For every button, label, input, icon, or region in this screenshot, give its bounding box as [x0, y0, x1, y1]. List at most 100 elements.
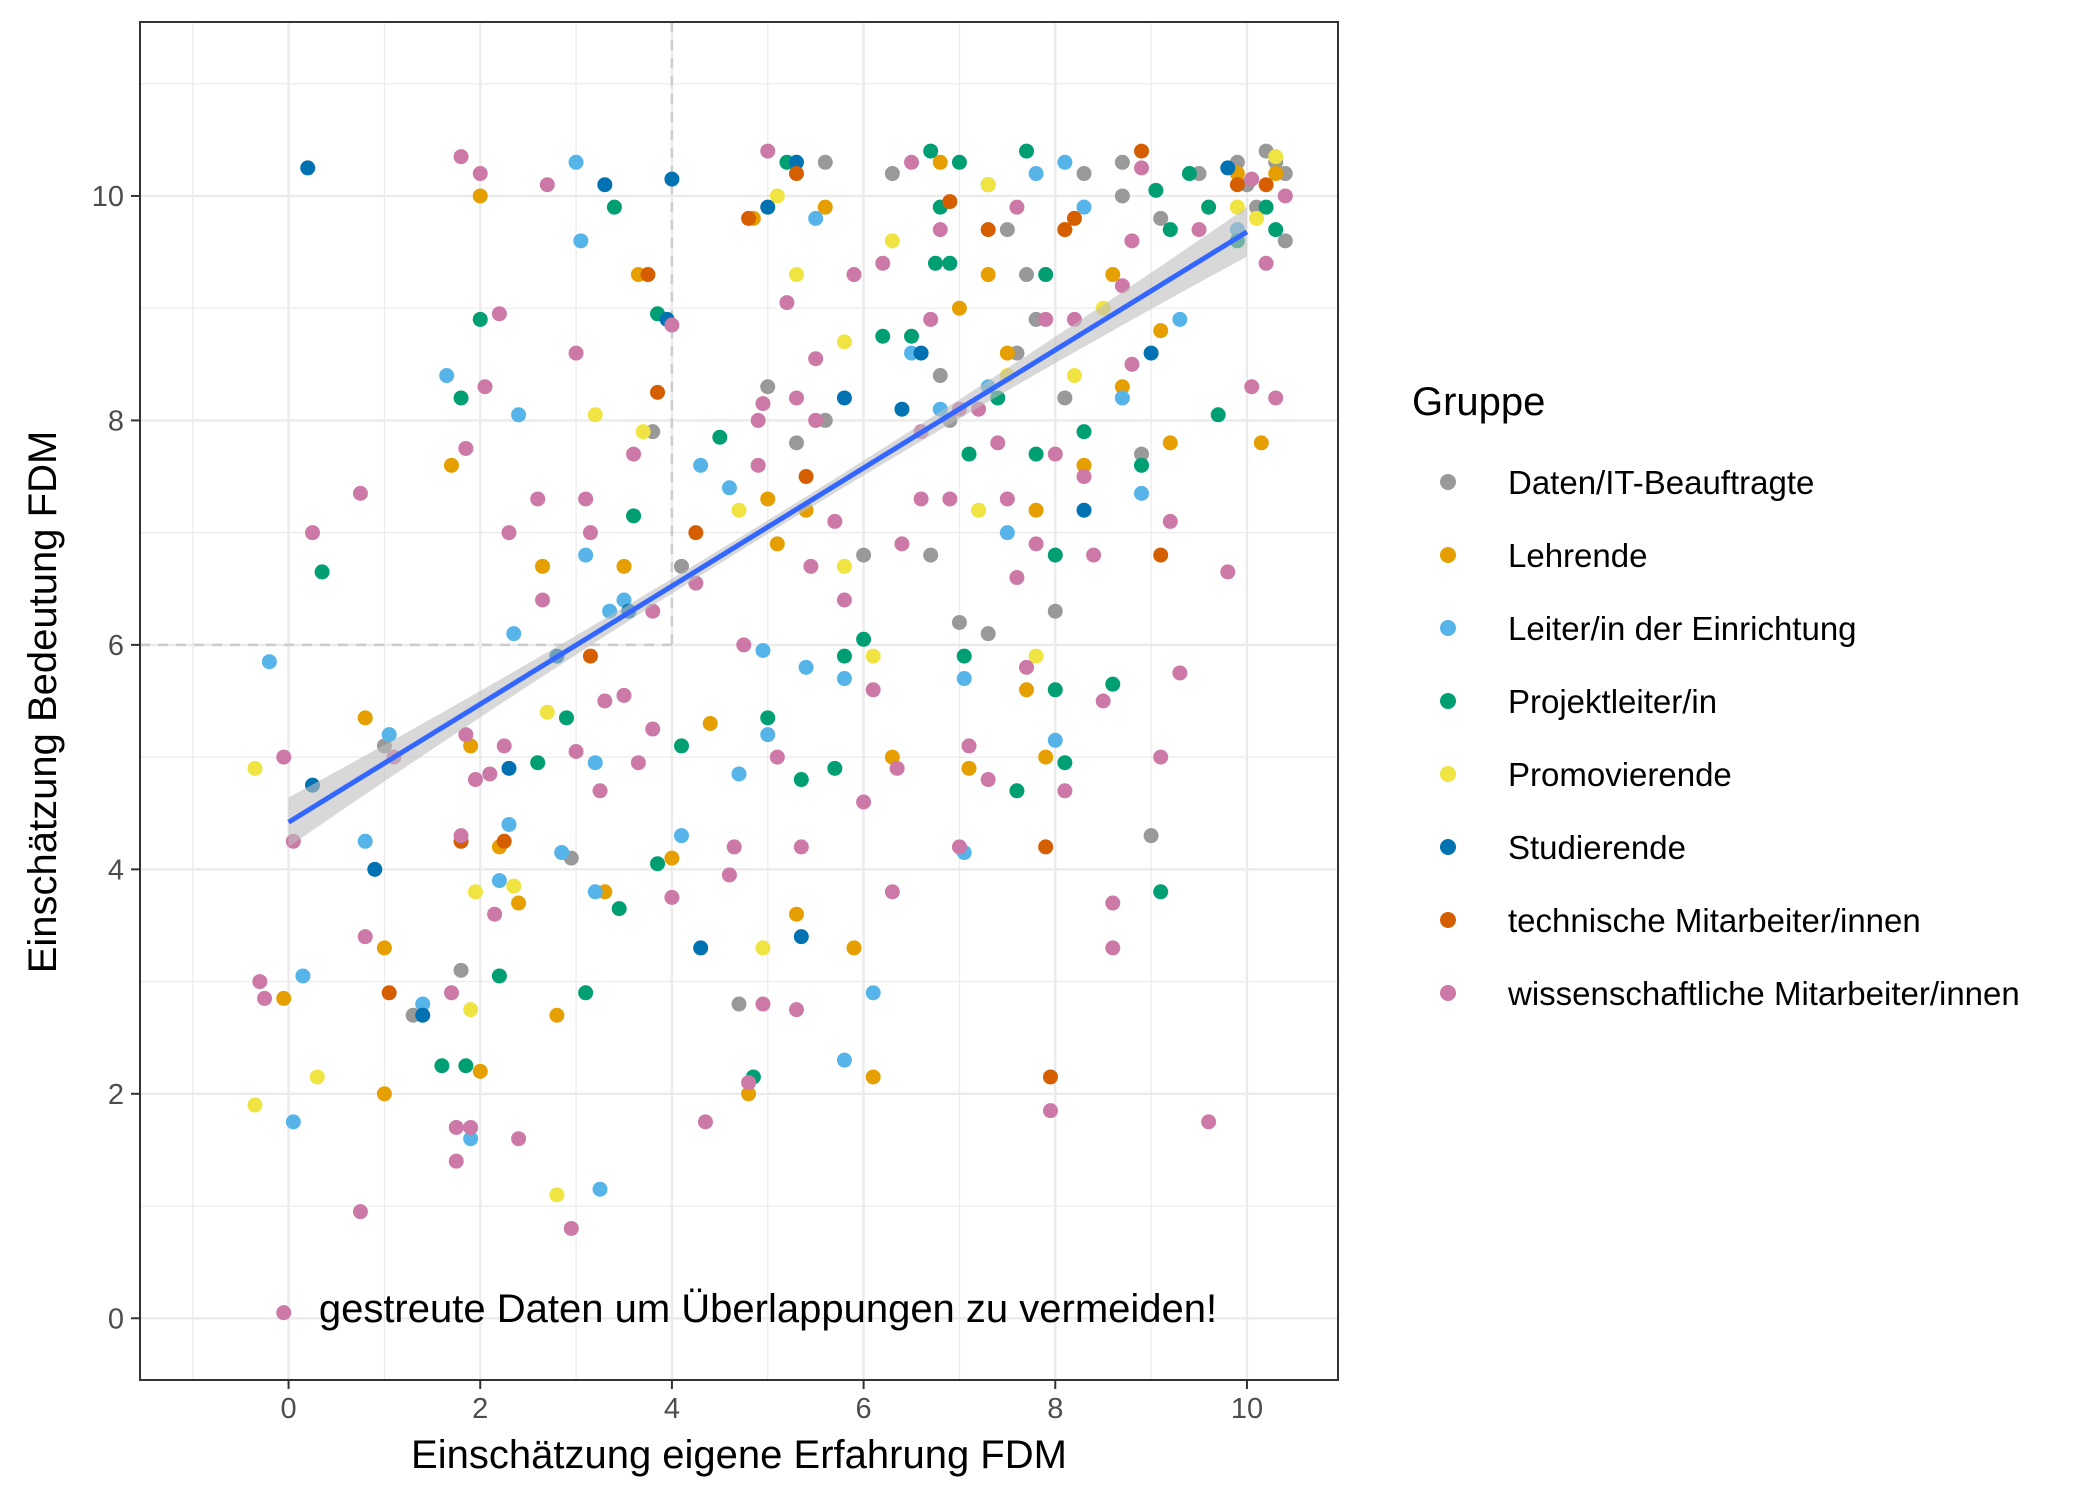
data-point: [846, 940, 862, 956]
data-point: [626, 508, 642, 524]
data-point: [257, 990, 273, 1006]
data-point: [769, 536, 785, 552]
data-point: [453, 962, 469, 978]
legend-label: technische Mitarbeiter/innen: [1508, 902, 1921, 939]
data-point: [789, 435, 805, 451]
data-point: [573, 233, 589, 249]
data-point: [951, 839, 967, 855]
data-point: [664, 317, 680, 333]
x-tick-label: 4: [664, 1393, 680, 1425]
data-point: [501, 816, 517, 832]
data-points: [247, 143, 1293, 1321]
trend-line-group: [287, 207, 1249, 847]
data-point: [1143, 345, 1159, 361]
data-point: [793, 772, 809, 788]
legend-key: [1440, 620, 1456, 636]
data-point: [549, 1007, 565, 1023]
data-point: [1258, 255, 1274, 271]
data-point: [1105, 676, 1121, 692]
data-point: [463, 738, 479, 754]
data-point: [836, 671, 852, 687]
data-point: [1047, 682, 1063, 698]
data-point: [592, 783, 608, 799]
data-point: [951, 154, 967, 170]
data-point: [1114, 154, 1130, 170]
data-point: [1114, 379, 1130, 395]
x-tick-label: 8: [1047, 1393, 1063, 1425]
data-point: [1076, 502, 1092, 518]
data-point: [606, 199, 622, 215]
data-point: [760, 727, 776, 743]
data-point: [1191, 222, 1207, 238]
data-point: [1028, 648, 1044, 664]
legend-key: [1440, 912, 1456, 928]
data-point: [1038, 311, 1054, 327]
data-point: [760, 143, 776, 159]
data-point: [352, 485, 368, 501]
data-point: [1114, 278, 1130, 294]
data-point: [1124, 356, 1140, 372]
data-point: [568, 345, 584, 361]
data-point: [1076, 199, 1092, 215]
data-point: [1148, 182, 1164, 198]
data-point: [894, 536, 910, 552]
data-point: [856, 631, 872, 647]
data-point: [1105, 940, 1121, 956]
data-point: [1172, 665, 1188, 681]
data-point: [1038, 267, 1054, 283]
data-point: [1268, 149, 1284, 165]
data-point: [443, 457, 459, 473]
data-point: [252, 974, 268, 990]
data-point: [1057, 154, 1073, 170]
data-point: [415, 1007, 431, 1023]
data-point: [578, 491, 594, 507]
x-axis-title: Einschätzung eigene Erfahrung FDM: [411, 1433, 1067, 1477]
data-point: [664, 171, 680, 187]
data-point: [501, 760, 517, 776]
x-tick-label: 10: [1231, 1393, 1263, 1425]
data-point: [726, 839, 742, 855]
data-point: [616, 592, 632, 608]
data-point: [587, 407, 603, 423]
data-point: [1086, 547, 1102, 563]
plot-panel-border: [139, 21, 1339, 1381]
data-point: [808, 210, 824, 226]
data-point: [535, 558, 551, 574]
data-point: [942, 491, 958, 507]
data-point: [463, 1119, 479, 1135]
data-point: [496, 738, 512, 754]
legend-key: [1440, 693, 1456, 709]
data-point: [1047, 732, 1063, 748]
data-point: [884, 749, 900, 765]
data-point: [1047, 446, 1063, 462]
legend-key: [1440, 985, 1456, 1001]
x-tick-label: 6: [856, 1393, 872, 1425]
data-point: [491, 968, 507, 984]
data-point: [1249, 210, 1265, 226]
data-point: [846, 267, 862, 283]
data-point: [755, 940, 771, 956]
data-point: [875, 328, 891, 344]
data-point: [1277, 188, 1293, 204]
data-point: [458, 727, 474, 743]
data-point: [1076, 469, 1092, 485]
data-point: [789, 390, 805, 406]
data-point: [731, 996, 747, 1012]
data-point: [477, 379, 493, 395]
data-point: [1162, 435, 1178, 451]
data-point: [769, 749, 785, 765]
y-axis-ticks: 0 2 4 6 8 10: [92, 181, 140, 1335]
data-point: [961, 738, 977, 754]
data-point: [511, 1131, 527, 1147]
data-point: [980, 267, 996, 283]
data-point: [750, 457, 766, 473]
data-point: [535, 592, 551, 608]
data-point: [539, 177, 555, 193]
data-point: [511, 407, 527, 423]
data-point: [755, 642, 771, 658]
data-point: [491, 873, 507, 889]
data-point: [755, 996, 771, 1012]
reference-lines: [140, 22, 674, 647]
data-point: [1220, 160, 1236, 176]
